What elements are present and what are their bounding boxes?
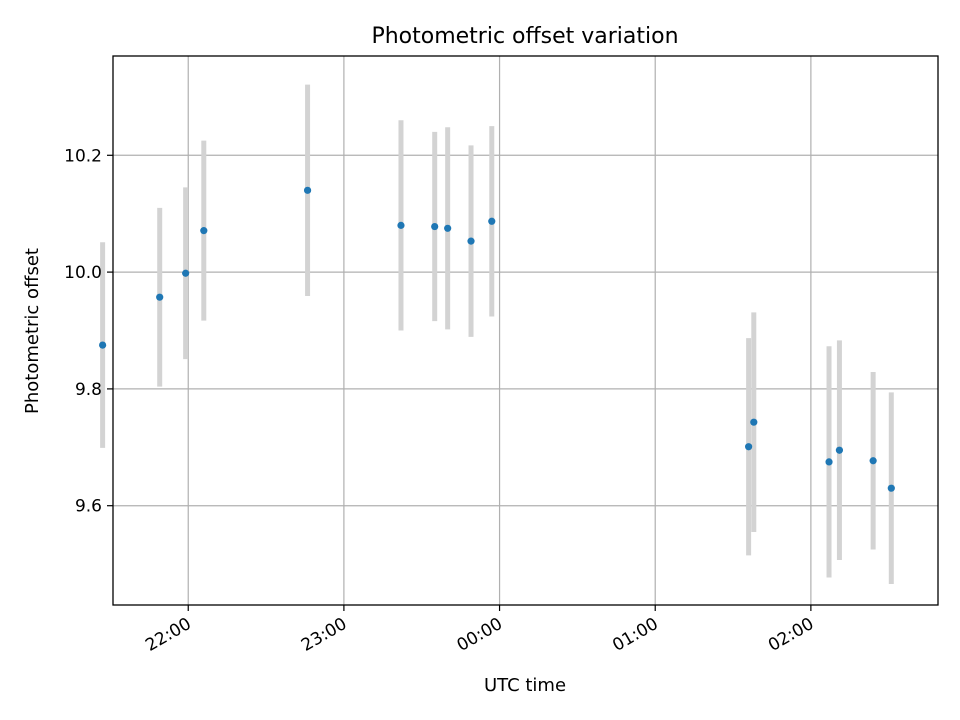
data-point bbox=[397, 221, 405, 229]
chart-title: Photometric offset variation bbox=[371, 24, 678, 49]
data-point bbox=[99, 341, 107, 349]
data-point bbox=[182, 269, 190, 277]
x-tick-label: 23:00 bbox=[298, 614, 350, 656]
data-point bbox=[200, 227, 208, 235]
y-tick-label: 10.2 bbox=[64, 146, 102, 166]
data-point bbox=[887, 484, 895, 492]
y-tick-label: 9.6 bbox=[75, 497, 102, 517]
y-tick-label: 9.8 bbox=[75, 380, 102, 400]
x-tick-label: 00:00 bbox=[454, 614, 506, 656]
data-point bbox=[825, 458, 833, 466]
x-axis-title: UTC time bbox=[484, 675, 566, 696]
data-point bbox=[488, 217, 496, 225]
x-tick-label: 01:00 bbox=[609, 614, 661, 656]
data-point bbox=[467, 237, 475, 245]
y-tick-label: 10.0 bbox=[64, 263, 102, 283]
markers bbox=[99, 186, 895, 492]
data-point bbox=[745, 443, 753, 451]
data-point bbox=[303, 186, 312, 194]
x-axis: 22:00 23:00 00:00 01:00 02:00 bbox=[142, 605, 817, 656]
data-point bbox=[750, 418, 758, 426]
data-point bbox=[835, 446, 844, 454]
errorbars bbox=[100, 84, 894, 584]
data-point bbox=[156, 293, 164, 301]
plot-frame bbox=[112, 55, 939, 606]
y-axis-title: Photometric offset bbox=[22, 248, 43, 414]
data-point bbox=[431, 222, 439, 231]
data-point bbox=[444, 224, 452, 232]
y-axis: 9.6 9.8 10.0 10.2 bbox=[64, 146, 113, 517]
x-tick-label: 22:00 bbox=[142, 614, 194, 656]
data-point bbox=[869, 457, 877, 465]
grid bbox=[113, 56, 938, 605]
x-tick-label: 02:00 bbox=[765, 614, 817, 656]
